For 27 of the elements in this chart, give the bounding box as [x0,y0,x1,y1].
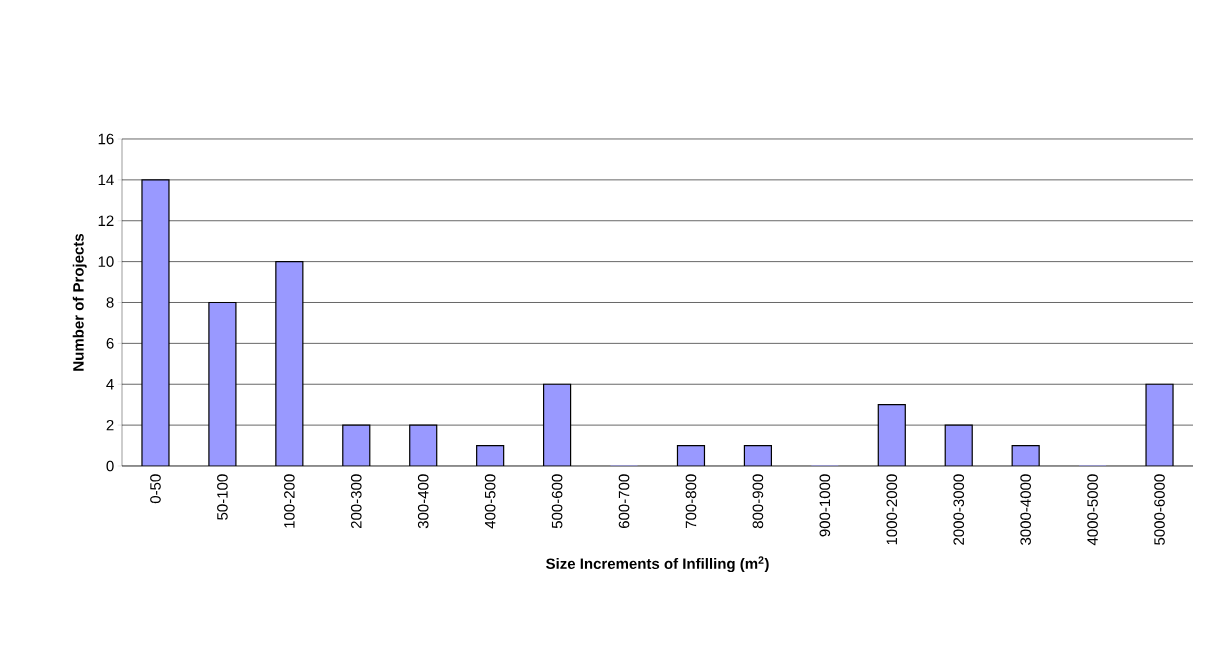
x-tick-label: 600-700 [618,474,630,529]
x-tick-label: 700-800 [685,474,697,529]
y-axis-title: Number of Projects [72,233,87,371]
x-tick-label: 1000-2000 [886,474,898,545]
x-tick-label: 900-1000 [819,474,831,537]
x-tick-label: 5000-6000 [1154,474,1165,545]
y-tick-label: 14 [98,174,114,186]
x-axis-title: Size Increments of Infilling (m$^{2}$) [546,556,769,573]
x-tick-label: 2000-3000 [953,474,965,545]
x-tick-label: 4000-5000 [1087,474,1098,546]
y-tick-label: 0 [106,460,114,472]
y-tick-label: 8 [106,297,114,308]
y-tick-label: 6 [106,338,114,349]
y-tick-label: 12 [98,215,114,226]
x-tick-label: 0-50 [150,474,161,504]
x-tick-label: 100-200 [284,474,295,528]
x-tick-label: 400-500 [484,474,496,529]
y-tick-label: 16 [98,133,114,145]
x-tick-label: 200-300 [350,474,362,529]
y-tick-label: 2 [106,419,114,431]
y-tick-label: 10 [98,256,114,267]
y-tick-label: 4 [106,379,114,390]
x-tick-label: 3000-4000 [1020,474,1031,545]
x-tick-label: 50-100 [217,474,228,520]
x-tick-label: 300-400 [417,474,429,529]
x-tick-label: 800-900 [752,474,764,529]
x-tick-label: 500-600 [551,474,563,529]
